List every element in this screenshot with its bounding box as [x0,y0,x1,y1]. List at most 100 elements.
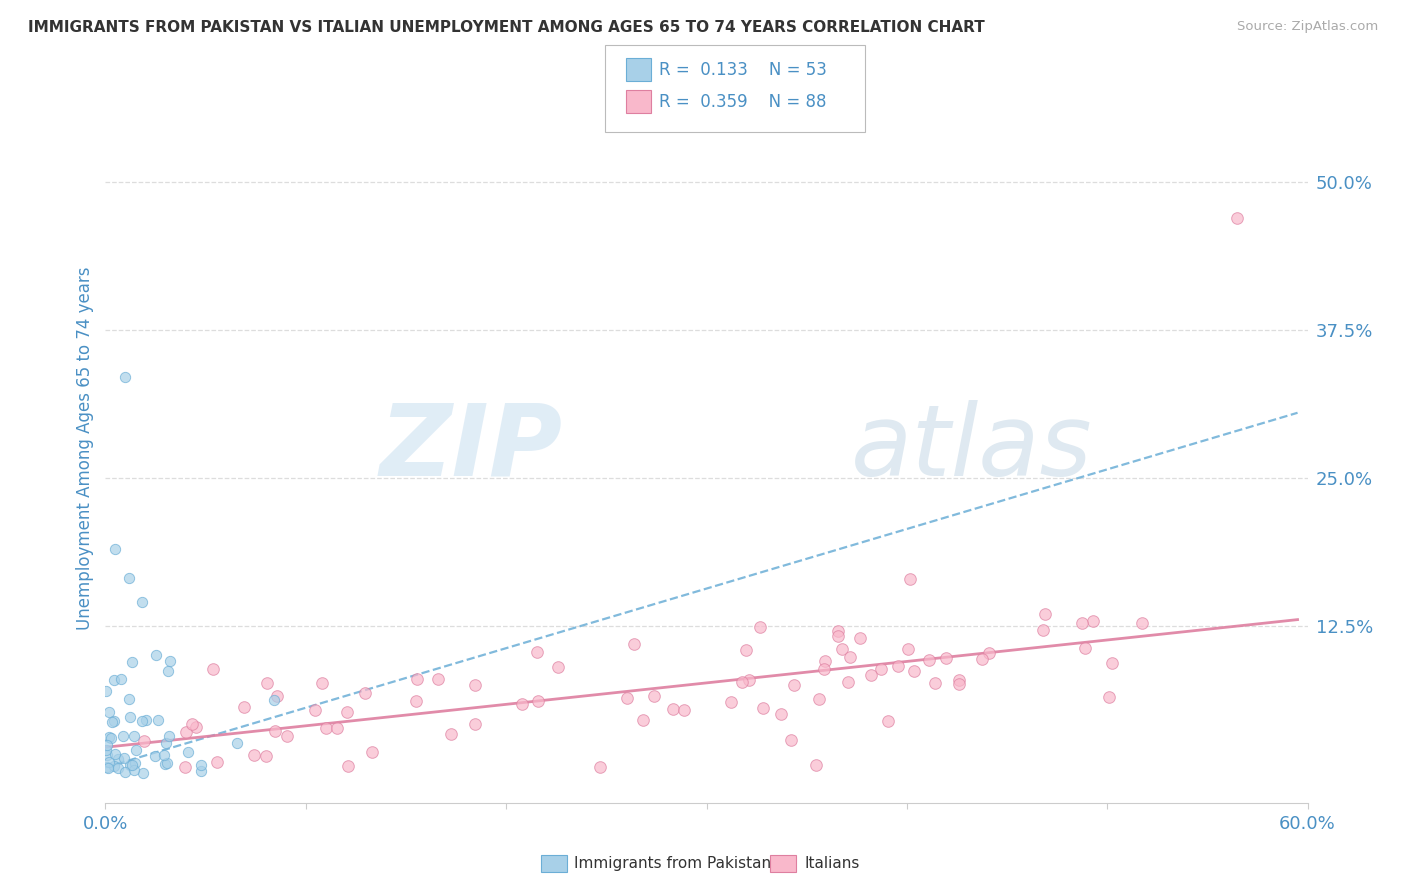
Point [510,697,533,711]
Point [124,742,146,756]
Point [738,673,761,687]
Point [720,694,742,708]
Point [426,673,449,687]
Point [813,662,835,676]
Point [124,756,146,770]
Point [311,676,333,690]
Point [96,738,118,752]
Point [148,713,170,727]
Point [779,733,801,747]
Point [839,649,862,664]
Point [814,654,837,668]
Point [157,729,180,743]
Point [616,691,638,706]
Point [326,721,349,735]
Point [114,764,136,779]
Point [153,757,176,772]
Point [643,689,665,703]
Point [118,757,141,772]
Point [107,752,129,766]
Point [769,706,792,721]
Point [118,692,141,706]
Point [96,759,118,773]
Point [827,629,849,643]
Point [464,716,486,731]
Point [107,761,129,775]
Point [202,662,225,676]
Point [405,672,427,686]
Point [661,701,683,715]
Point [918,653,941,667]
Point [337,758,360,772]
Point [98,705,121,719]
Point [155,756,177,770]
Point [859,668,882,682]
Point [152,747,174,762]
Point [174,760,197,774]
Text: ZIP: ZIP [380,400,562,497]
Point [114,370,136,384]
Point [336,706,359,720]
Point [100,731,122,746]
Point [633,713,655,727]
Point [948,673,970,688]
Point [751,701,773,715]
Point [887,658,910,673]
Text: R =  0.359    N = 88: R = 0.359 N = 88 [659,93,827,111]
Point [1098,690,1121,705]
Point [103,714,125,729]
Point [877,714,900,728]
Point [263,693,285,707]
Point [903,665,925,679]
Point [111,729,134,743]
Point [143,749,166,764]
Point [948,676,970,690]
Point [1032,623,1054,637]
Point [264,724,287,739]
Point [783,678,806,692]
Point [731,675,754,690]
Point [870,661,893,675]
Point [103,673,125,687]
Point [159,654,181,668]
Y-axis label: Unemployment Among Ages 65 to 74 years: Unemployment Among Ages 65 to 74 years [76,267,94,630]
Point [132,765,155,780]
Point [935,650,957,665]
Point [354,686,377,700]
Point [256,676,278,690]
Text: Source: ZipAtlas.com: Source: ZipAtlas.com [1237,20,1378,33]
Point [748,620,770,634]
Point [157,665,180,679]
Point [1226,211,1249,225]
Point [1035,607,1057,621]
Point [101,715,124,730]
Point [184,720,207,734]
Point [104,747,127,762]
Point [1132,615,1154,630]
Point [104,541,127,556]
Point [405,694,427,708]
Point [898,572,921,586]
Point [97,761,120,775]
Point [94,683,117,698]
Point [135,713,157,727]
Point [276,729,298,743]
Point [970,651,993,665]
Point [121,758,143,772]
Text: IMMIGRANTS FROM PAKISTAN VS ITALIAN UNEMPLOYMENT AMONG AGES 65 TO 74 YEARS CORRE: IMMIGRANTS FROM PAKISTAN VS ITALIAN UNEM… [28,20,984,35]
Point [233,700,256,714]
Text: atlas: atlas [851,400,1092,497]
Point [849,631,872,645]
Point [132,734,155,748]
Text: R =  0.133    N = 53: R = 0.133 N = 53 [659,61,827,78]
Point [304,703,326,717]
Point [118,710,141,724]
Point [266,689,288,703]
Point [205,755,228,769]
Point [1081,614,1104,628]
Point [1070,615,1092,630]
Point [979,646,1001,660]
Point [804,758,827,772]
Point [98,730,121,744]
Point [837,675,859,690]
